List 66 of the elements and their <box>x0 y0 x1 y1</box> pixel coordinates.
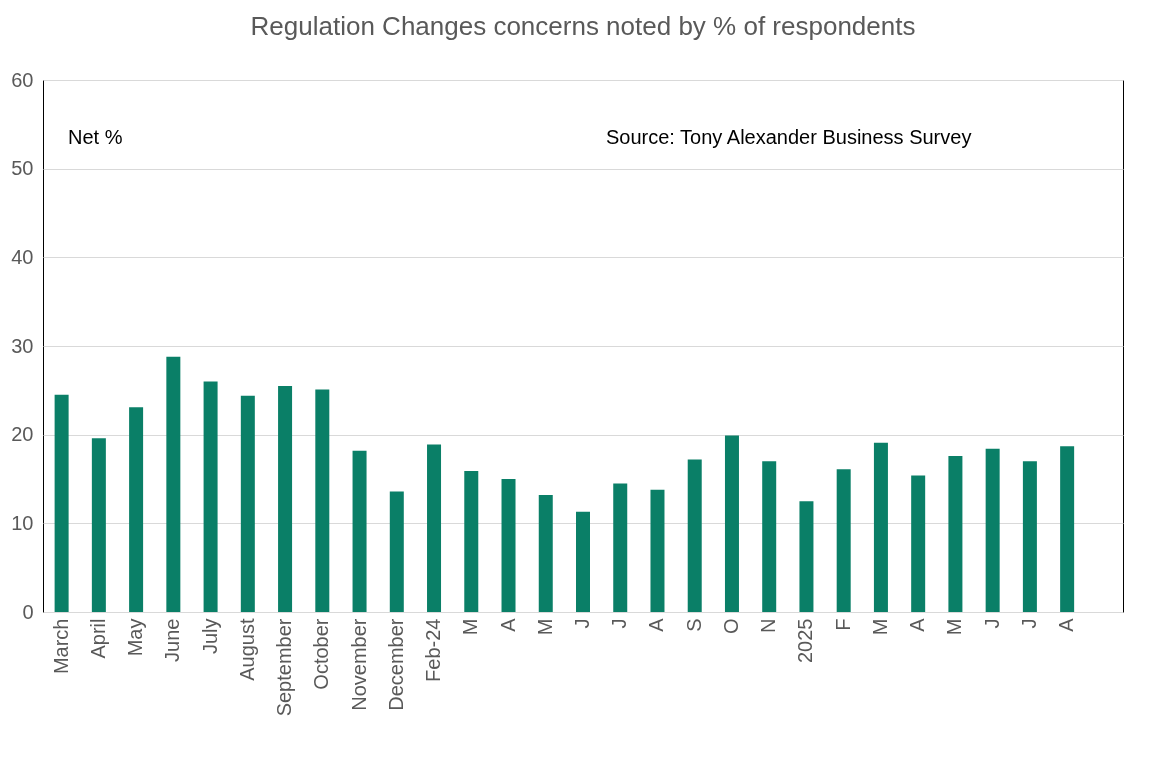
y-tick-label: 60 <box>11 68 34 91</box>
y-tick-label: 10 <box>11 511 34 534</box>
x-tick-label: August <box>235 618 258 681</box>
x-tick-label: M <box>533 618 556 636</box>
bar <box>873 442 888 612</box>
x-tick-label: A <box>906 617 929 632</box>
x-tick-label: March <box>49 618 72 675</box>
bar <box>427 444 442 612</box>
bar <box>278 385 293 612</box>
bar <box>762 461 777 612</box>
x-tick-label: July <box>198 618 221 655</box>
x-tick-label: November <box>347 618 370 711</box>
bar <box>650 489 665 612</box>
bar <box>389 491 404 612</box>
bar <box>1022 461 1037 612</box>
x-tick-label: J <box>980 618 1003 629</box>
bar <box>240 395 255 612</box>
x-tick-label: September <box>273 618 296 717</box>
x-tick-label: J <box>608 618 631 629</box>
x-tick-label: O <box>719 618 742 635</box>
x-tick-label: N <box>757 618 780 633</box>
bar <box>576 511 590 612</box>
bar <box>613 483 628 612</box>
x-tick-label: J <box>571 618 593 629</box>
x-tick-label: Feb-24 <box>422 618 445 682</box>
x-tick-label: F <box>831 618 854 631</box>
x-tick-label: December <box>384 618 407 711</box>
bar <box>352 450 367 612</box>
annotation: Net % <box>68 126 123 148</box>
x-tick-label: A <box>645 617 668 632</box>
x-tick-label: S <box>682 618 705 632</box>
bar <box>836 469 851 612</box>
x-tick-label: May <box>124 618 147 657</box>
bar <box>985 448 1000 612</box>
bar <box>538 494 553 612</box>
y-tick-label: 50 <box>11 157 34 180</box>
bar <box>166 356 181 612</box>
bar <box>501 479 516 612</box>
x-tick-label: M <box>943 618 966 636</box>
annotation: Source: Tony Alexander Business Survey <box>606 126 972 148</box>
bar <box>799 501 814 612</box>
x-tick-label: October <box>310 618 333 690</box>
bar <box>1060 446 1075 612</box>
bar <box>724 435 739 612</box>
bar <box>54 394 69 612</box>
x-tick-label: A <box>1055 617 1078 632</box>
bar <box>948 455 963 612</box>
x-tick-label: A <box>496 617 519 632</box>
y-tick-label: 0 <box>22 600 34 623</box>
x-tick-label: April <box>86 618 109 659</box>
bar <box>91 438 106 612</box>
chart-title: Regulation Changes concerns noted by % of respondents <box>250 11 916 41</box>
bar <box>911 475 926 612</box>
bar <box>203 381 218 612</box>
y-tick-label: 30 <box>11 334 34 357</box>
bar <box>129 407 144 612</box>
x-tick-label: 2025 <box>794 618 817 663</box>
x-tick-label: June <box>161 618 184 662</box>
y-tick-label: 40 <box>11 245 34 268</box>
bar <box>464 471 479 612</box>
x-tick-label: M <box>868 618 891 636</box>
y-tick-label: 20 <box>11 423 34 446</box>
x-tick-label: J <box>1017 618 1040 629</box>
bar <box>687 459 702 612</box>
x-tick-label: M <box>459 618 482 636</box>
bar <box>315 389 330 612</box>
